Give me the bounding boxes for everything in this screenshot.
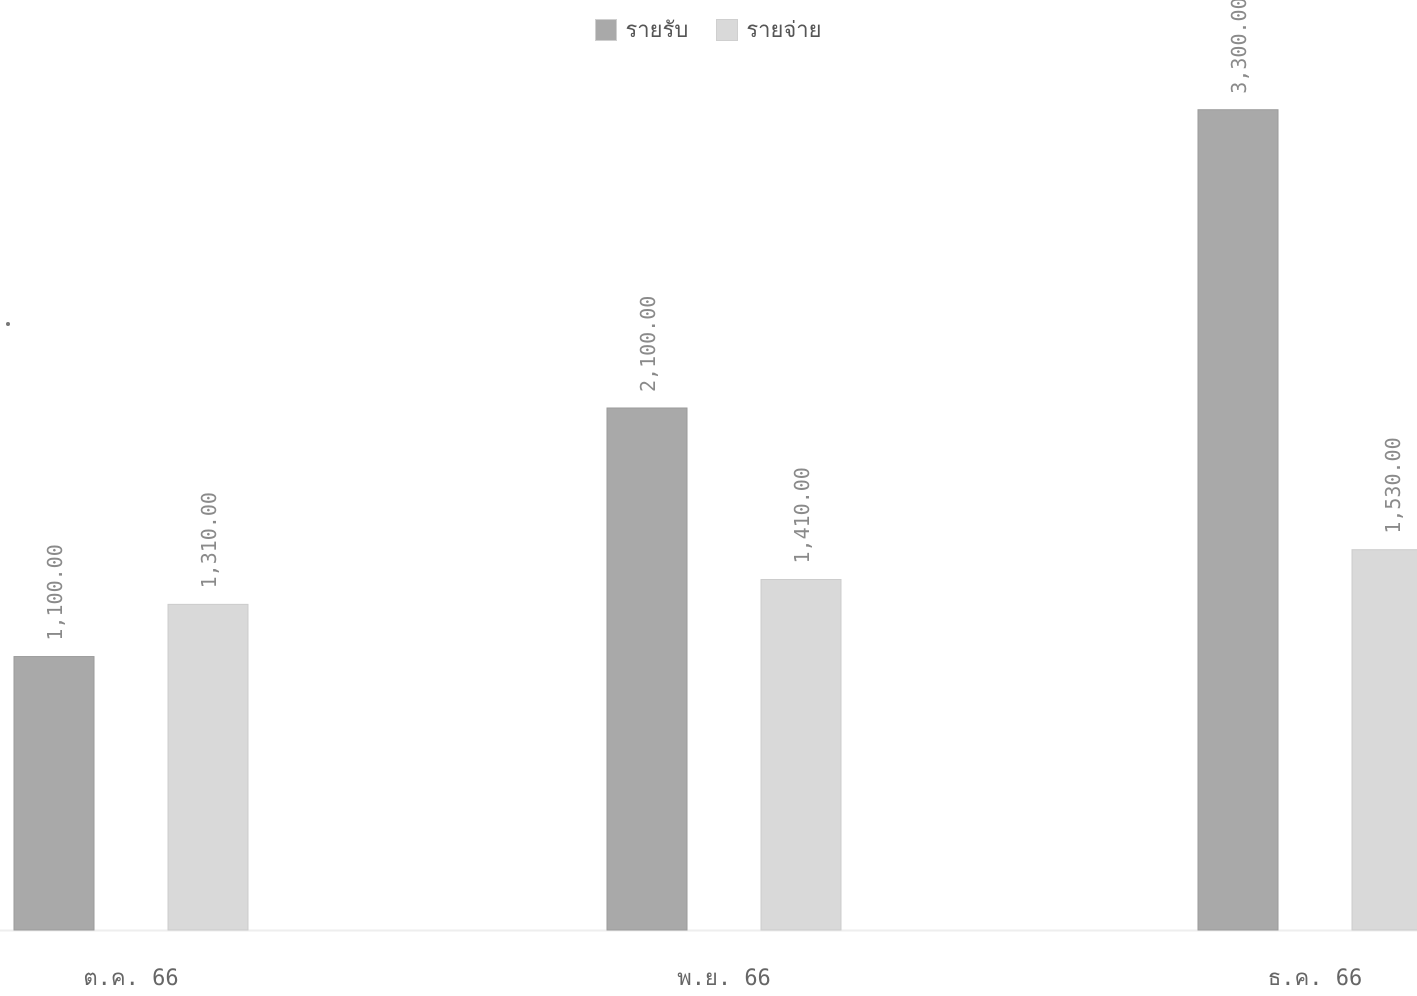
data-label-expense-dec-66: 1,530.00 — [1381, 437, 1405, 533]
bar-income-dec-66[interactable] — [1197, 109, 1279, 931]
legend-label-income: รายรับ — [625, 18, 689, 43]
bar-income-oct-66[interactable] — [13, 656, 95, 931]
legend-label-expense: รายจ่าย — [746, 18, 822, 43]
bar-expense-dec-66[interactable] — [1351, 549, 1417, 931]
data-label-expense-nov-66: 1,410.00 — [790, 467, 814, 563]
data-label-income-dec-66: 3,300.00 — [1227, 0, 1251, 94]
bar-income-nov-66[interactable] — [606, 407, 688, 931]
x-tick-label-dec-66: ธ.ค. 66 — [1268, 966, 1362, 991]
legend-swatch-income — [595, 18, 618, 41]
stray-mark — [6, 322, 10, 326]
x-tick-label-nov-66: พ.ย. 66 — [677, 966, 771, 991]
legend-item-income[interactable]: รายรับ — [595, 12, 688, 47]
bar-expense-nov-66[interactable] — [760, 579, 842, 931]
chart-legend: รายรับ รายจ่าย — [0, 12, 1417, 47]
data-label-income-oct-66: 1,100.00 — [43, 544, 67, 640]
x-tick-label-oct-66: ต.ค. 66 — [83, 966, 178, 991]
bar-expense-oct-66[interactable] — [167, 603, 249, 931]
data-label-expense-oct-66: 1,310.00 — [197, 492, 221, 588]
legend-item-expense[interactable]: รายจ่าย — [716, 12, 822, 47]
legend-swatch-expense — [716, 18, 739, 41]
data-label-income-nov-66: 2,100.00 — [636, 296, 660, 392]
